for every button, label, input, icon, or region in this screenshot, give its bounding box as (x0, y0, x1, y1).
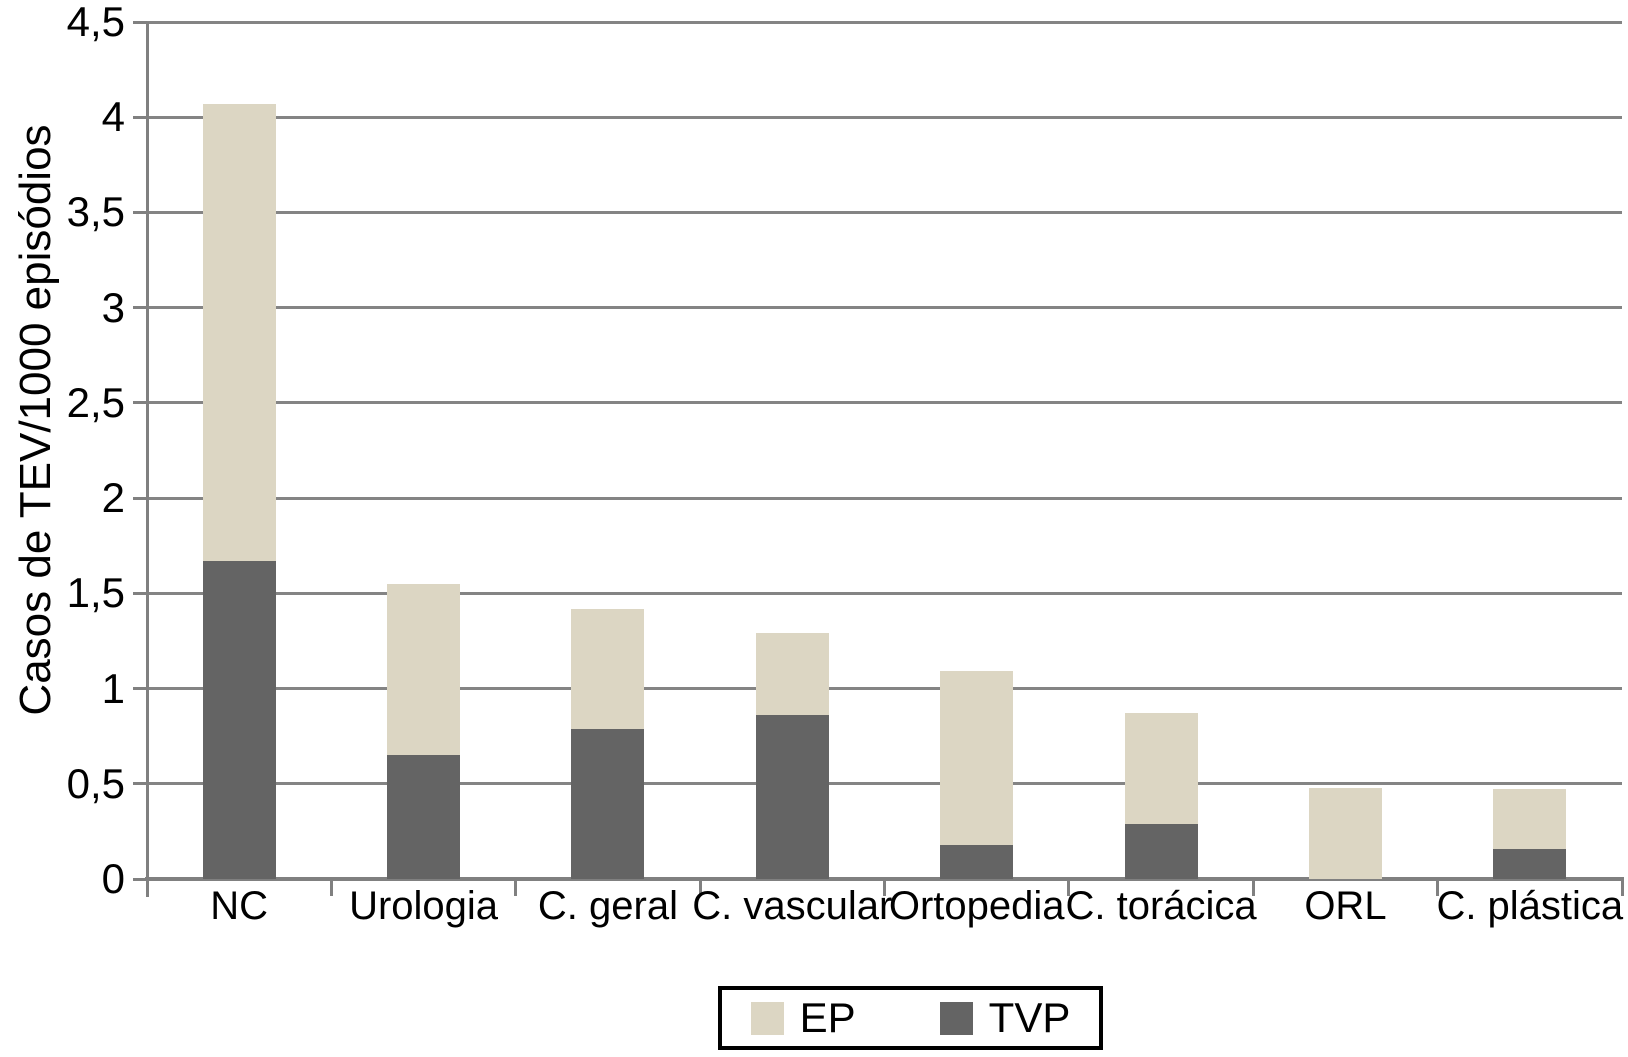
y-tick-label: 3,5 (66, 188, 125, 236)
y-tick-label: 0,5 (66, 759, 125, 807)
bar-ep-ORL (1308, 787, 1382, 879)
y-axis-tick (133, 687, 147, 691)
y-tick-label: 2,5 (66, 378, 125, 426)
x-axis-tick (1251, 879, 1255, 896)
y-axis-tick (133, 877, 147, 881)
y-axis-tick (133, 591, 147, 595)
bar-tvp-C-plástica (1493, 848, 1567, 879)
gridline (147, 306, 1622, 310)
x-category-label: C. vascular (692, 884, 893, 928)
bar-ep-Ortopedia (940, 671, 1014, 845)
bar-tvp-NC (202, 560, 276, 879)
x-axis-tick (145, 879, 149, 896)
x-axis-tick (514, 879, 518, 896)
gridline (147, 496, 1622, 500)
y-axis-line (146, 22, 149, 897)
x-axis-tick (1067, 879, 1071, 896)
y-tick-label: 2 (101, 474, 125, 522)
gridline (147, 591, 1622, 595)
x-axis-tick (329, 879, 333, 896)
ep-color-swatch (750, 1001, 784, 1035)
y-tick-label: 4 (101, 93, 125, 141)
x-category-label: Ortopedia (888, 884, 1065, 928)
y-axis-tick (133, 306, 147, 310)
x-category-label: ORL (1304, 884, 1387, 928)
legend-item-ep: EP (750, 994, 856, 1041)
y-tick-label: 3 (101, 283, 125, 331)
tvp-color-swatch (939, 1001, 973, 1035)
bar-tvp-Ortopedia (940, 844, 1014, 879)
bar-ep-C-torácica (1124, 713, 1198, 824)
legend-label-tvp: TVP (988, 994, 1071, 1041)
y-axis-tick (133, 782, 147, 786)
bar-ep-C-plástica (1493, 789, 1567, 849)
gridline (147, 115, 1622, 119)
y-axis-tick (133, 496, 147, 500)
x-category-label: C. torácica (1065, 884, 1257, 928)
bar-tvp-C-geral (571, 728, 645, 879)
gridline (147, 20, 1622, 24)
y-tick-label: 4,5 (66, 0, 125, 45)
bar-ep-C-geral (571, 608, 645, 729)
gridline (147, 401, 1622, 405)
x-category-label: Urologia (349, 884, 499, 928)
x-axis-tick (1436, 879, 1440, 896)
bar-ep-C-vascular (755, 633, 829, 716)
x-axis-tick (883, 879, 886, 896)
y-axis-tick (133, 401, 147, 405)
gridline (147, 782, 1622, 786)
bar-tvp-Urologia (387, 755, 461, 879)
bar-tvp-C-vascular (755, 715, 829, 879)
y-axis-tick (133, 115, 147, 119)
y-axis-tick (133, 210, 147, 214)
legend: EP TVP (718, 986, 1103, 1050)
y-tick-label: 1,5 (66, 569, 125, 617)
y-axis-tick (133, 20, 147, 24)
x-category-label: NC (210, 884, 269, 928)
x-axis-tick (1620, 879, 1624, 896)
legend-item-tvp: TVP (939, 994, 1071, 1041)
x-axis-tick (698, 879, 702, 896)
gridline (147, 687, 1622, 691)
y-tick-label: 1 (101, 664, 125, 712)
bar-ep-Urologia (387, 583, 461, 756)
bar-ep-NC (202, 103, 276, 561)
gridline (147, 210, 1622, 214)
x-category-label: C. plástica (1436, 884, 1624, 928)
legend-label-ep: EP (799, 994, 856, 1041)
y-tick-label: 0 (101, 855, 125, 902)
bar-tvp-C-torácica (1124, 823, 1198, 879)
x-category-label: C. geral (537, 884, 678, 928)
